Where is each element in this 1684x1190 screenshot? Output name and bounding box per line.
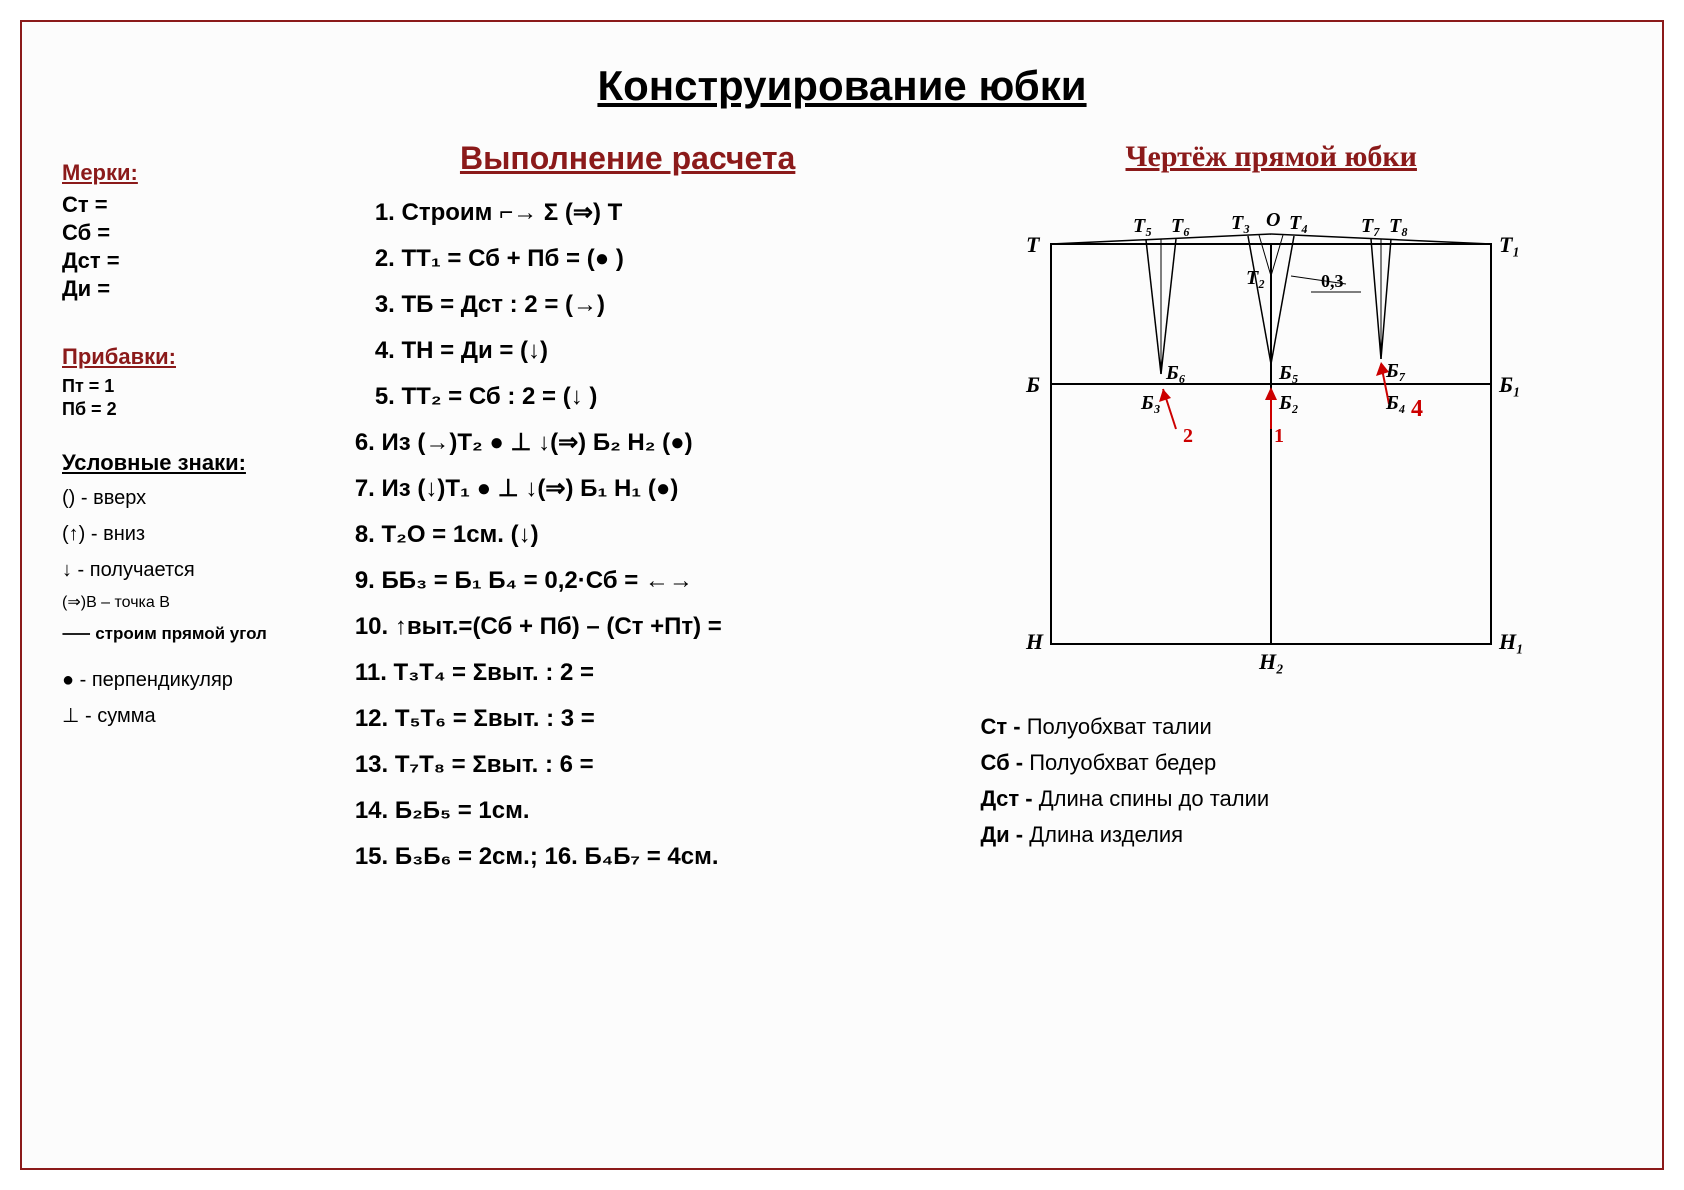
def-sb: Сб - Полуобхват бедер (980, 750, 1622, 776)
step: 9. ББ₃ = Б₁ Б₄ = 0,2·Сб = ←→ (355, 563, 901, 599)
main-title: Конструирование юбки (62, 62, 1622, 110)
red-mark-4: 4 (1411, 396, 1423, 422)
middle-column: Выполнение расчета 1. Строим ⌐→ Σ (⇒) Т … (355, 140, 901, 885)
addition-pt: Пт = 1 (62, 376, 335, 397)
legend-item: ● - перпендикуляр (62, 666, 335, 694)
label-H1: Н₁ (1498, 629, 1524, 654)
def-st: Ст - Полуобхват талии (980, 714, 1622, 740)
legend-item: ⸺ строим прямой угол (62, 622, 335, 646)
step: 6. Из (→)Т₂ ● ⊥ ↓(⇒) Б₂ Н₂ (●) (355, 425, 901, 461)
label-B3: Б₃ (1140, 392, 1161, 414)
legend-item: () - вверх (62, 484, 335, 512)
measure-st: Ст = (62, 192, 335, 218)
step: 15. Б₃Б₆ = 2см.; 16. Б₄Б₇ = 4см. (355, 839, 901, 875)
measure-sb: Сб = (62, 220, 335, 246)
calculation-title: Выполнение расчета (355, 140, 901, 177)
label-T7: Т₇ (1361, 215, 1380, 237)
diagram-title: Чертёж прямой юбки (920, 140, 1622, 174)
label-T3: Т₃ (1231, 212, 1250, 234)
step: 1. Строим ⌐→ Σ (⇒) Т (375, 195, 901, 231)
label-B5: Б₅ (1278, 362, 1299, 384)
step: 12. Т₅Т₆ = Σвыт. : 3 = (355, 701, 901, 737)
label-H2: Н₂ (1258, 649, 1284, 674)
measure-dst: Дст = (62, 248, 335, 274)
red-mark-1: 1 (1274, 425, 1284, 447)
measurements-label: Мерки: (62, 160, 335, 186)
label-B1: Б₁ (1498, 372, 1521, 397)
label-T6: Т₆ (1171, 215, 1190, 237)
label-T1: Т₁ (1499, 232, 1520, 257)
label-H: Н (1025, 629, 1044, 654)
label-T8: Т₈ (1389, 215, 1408, 237)
label-T2: Т₂ (1246, 267, 1265, 289)
step: 4. ТН = Ди = (↓) (375, 333, 901, 369)
def-di: Ди - Длина изделия (980, 822, 1622, 848)
page: Конструирование юбки Мерки: Ст = Сб = Дс… (20, 20, 1664, 1170)
label-T4: Т₄ (1289, 212, 1308, 234)
skirt-diagram: 0,3 Т Т₁ Б Б₁ Н (991, 184, 1551, 694)
step: 2. ТТ₁ = Сб + Пб = (● ) (375, 241, 901, 277)
measure-di: Ди = (62, 276, 335, 302)
left-column: Мерки: Ст = Сб = Дст = Ди = Прибавки: Пт… (62, 140, 335, 885)
definitions: Ст - Полуобхват талии Сб - Полуобхват бе… (920, 714, 1622, 848)
right-column: Чертёж прямой юбки (920, 140, 1622, 885)
label-O: О (1266, 209, 1280, 231)
legend-item: (↑) - вниз (62, 520, 335, 548)
def-dst: Дст - Длина спины до талии (980, 786, 1622, 812)
label-B: Б (1025, 372, 1040, 397)
label-B4: Б₄ (1385, 392, 1406, 414)
content-columns: Мерки: Ст = Сб = Дст = Ди = Прибавки: Пт… (62, 140, 1622, 885)
label-T5: Т₅ (1133, 215, 1152, 237)
label-B2: Б₂ (1278, 392, 1299, 414)
legend-label: Условные знаки: (62, 450, 335, 476)
red-mark-2: 2 (1183, 425, 1193, 447)
step: 10. ↑выт.=(Сб + Пб) – (Ст +Пт) = (355, 609, 901, 645)
addition-pb: Пб = 2 (62, 399, 335, 420)
label-T: Т (1026, 232, 1041, 257)
legend-item: ↓ - получается (62, 556, 335, 584)
label-B6: Б₆ (1165, 362, 1186, 384)
red-arrows (1159, 362, 1389, 429)
step: 5. ТТ₂ = Сб : 2 = (↓ ) (375, 379, 901, 415)
step: 11. Т₃Т₄ = Σвыт. : 2 = (355, 655, 901, 691)
step: 3. ТБ = Дст : 2 = (→) (375, 287, 901, 323)
legend-item: (⇒)В – точка В (62, 592, 335, 614)
diagram-svg: 0,3 Т Т₁ Б Б₁ Н (991, 184, 1551, 694)
legend-item: ⊥ - сумма (62, 702, 335, 730)
additions-label: Прибавки: (62, 344, 335, 370)
step: 14. Б₂Б₅ = 1см. (355, 793, 901, 829)
step: 7. Из (↓)Т₁ ● ⊥ ↓(⇒) Б₁ Н₁ (●) (355, 471, 901, 507)
step: 13. Т₇Т₈ = Σвыт. : 6 = (355, 747, 901, 783)
dim-label: 0,3 (1321, 271, 1344, 291)
step: 8. Т₂О = 1см. (↓) (355, 517, 901, 553)
label-B7: Б₇ (1385, 360, 1406, 382)
